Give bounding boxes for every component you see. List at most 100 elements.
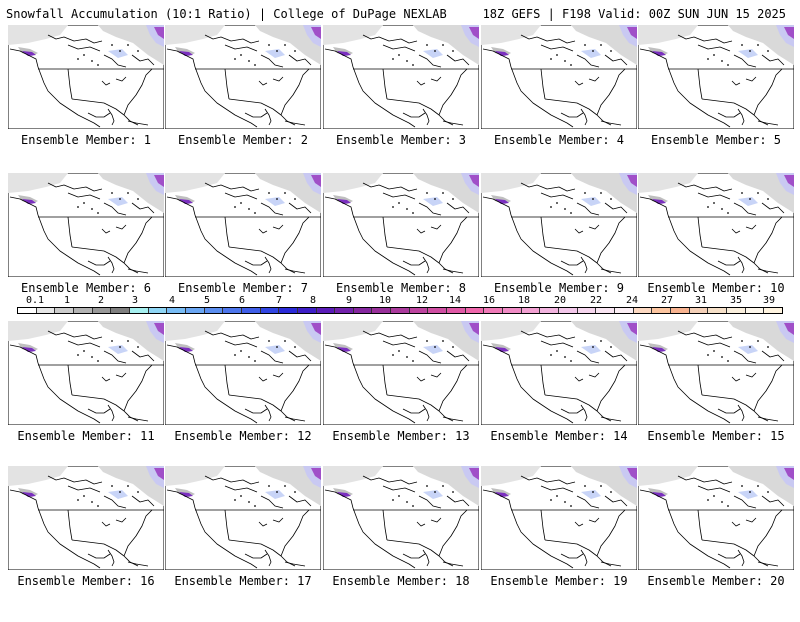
snowfall-map: [8, 173, 164, 277]
member-label: Ensemble Member: 5: [650, 133, 782, 147]
snowfall-map: [481, 321, 637, 425]
ensemble-member-panel: Ensemble Member: 12: [165, 321, 321, 477]
colorbar-swatch: [465, 308, 485, 313]
snowfall-map: [638, 173, 794, 277]
colorbar-tick-label: 6: [238, 295, 246, 306]
member-label: Ensemble Member: 19: [490, 574, 628, 588]
member-label: Ensemble Member: 1: [20, 133, 152, 147]
snowfall-map: [165, 466, 321, 570]
colorbar-tick-label: 1: [63, 295, 71, 306]
member-label: Ensemble Member: 18: [332, 574, 470, 588]
colorbar-swatch: [670, 308, 690, 313]
ensemble-member-panel: Ensemble Member: 18: [323, 466, 479, 622]
colorbar-swatch: [708, 308, 727, 313]
snowfall-map: [165, 173, 321, 277]
snowfall-map: [323, 321, 479, 425]
member-label: Ensemble Member: 8: [335, 281, 467, 295]
ensemble-member-panel: Ensemble Member: 5: [638, 25, 794, 181]
colorbar-swatch: [335, 308, 354, 313]
colorbar-swatch: [521, 308, 541, 313]
ensemble-member-panel: Ensemble Member: 13: [323, 321, 479, 477]
colorbar-tick-label: 7: [275, 295, 283, 306]
colorbar-tick-label: 20: [553, 295, 567, 306]
colorbar-swatch: [484, 308, 504, 313]
member-label: Ensemble Member: 13: [332, 429, 470, 443]
ensemble-member-panel: Ensemble Member: 1: [8, 25, 164, 181]
colorbar-swatch: [372, 308, 392, 313]
snowfall-map: [323, 25, 479, 129]
colorbar-tick-label: 8: [309, 295, 317, 306]
colorbar-swatch: [633, 308, 653, 313]
model-run-info: 18Z GEFS | F198 Valid: 00Z SUN JUN 15 20…: [482, 7, 786, 21]
colorbar-swatch: [185, 308, 205, 313]
colorbar-swatch: [36, 308, 56, 313]
colorbar-tick-label: 10: [378, 295, 392, 306]
colorbar-swatch: [18, 308, 37, 313]
ensemble-member-panel: Ensemble Member: 10: [638, 173, 794, 329]
snowfall-map: [481, 173, 637, 277]
colorbar-swatch: [92, 308, 112, 313]
colorbar-tick-label: 27: [660, 295, 674, 306]
member-label: Ensemble Member: 16: [17, 574, 155, 588]
colorbar-tick-label: 39: [762, 295, 776, 306]
ensemble-member-panel: Ensemble Member: 14: [481, 321, 637, 477]
colorbar-swatch: [55, 308, 74, 313]
ensemble-member-panel: Ensemble Member: 11: [8, 321, 164, 477]
colorbar-swatch: [503, 308, 522, 313]
colorbar-swatch: [409, 308, 429, 313]
colorbar-strip: [17, 307, 783, 314]
colorbar-swatch: [204, 308, 224, 313]
colorbar-tick-label: 12: [415, 295, 429, 306]
colorbar-swatch: [129, 308, 149, 313]
colorbar-swatch: [241, 308, 261, 313]
ensemble-member-panel: Ensemble Member: 3: [323, 25, 479, 181]
member-label: Ensemble Member: 11: [17, 429, 155, 443]
member-label: Ensemble Member: 10: [647, 281, 785, 295]
colorbar-swatch: [577, 308, 597, 313]
colorbar-swatch: [223, 308, 242, 313]
member-label: Ensemble Member: 14: [490, 429, 628, 443]
snowfall-map: [8, 466, 164, 570]
snowfall-map: [638, 321, 794, 425]
member-label: Ensemble Member: 9: [493, 281, 625, 295]
member-label: Ensemble Member: 3: [335, 133, 467, 147]
colorbar-tick-label: 31: [694, 295, 708, 306]
colorbar-swatch: [540, 308, 560, 313]
ensemble-member-panel: Ensemble Member: 9: [481, 173, 637, 329]
ensemble-member-panel: Ensemble Member: 20: [638, 466, 794, 622]
colorbar-tick-label: 9: [345, 295, 353, 306]
colorbar-swatch: [316, 308, 336, 313]
snowfall-map: [165, 25, 321, 129]
member-label: Ensemble Member: 15: [647, 429, 785, 443]
snowfall-map: [323, 466, 479, 570]
colorbar-tick-label: 5: [203, 295, 211, 306]
colorbar-swatch: [167, 308, 186, 313]
colorbar-tick-label: 22: [589, 295, 603, 306]
colorbar-tick-label: 3: [131, 295, 139, 306]
ensemble-member-panel: Ensemble Member: 19: [481, 466, 637, 622]
snowfall-map: [8, 25, 164, 129]
ensemble-member-panel: Ensemble Member: 8: [323, 173, 479, 329]
colorbar-swatch: [111, 308, 130, 313]
member-label: Ensemble Member: 20: [647, 574, 785, 588]
colorbar-swatch: [447, 308, 466, 313]
colorbar-swatch: [391, 308, 410, 313]
snowfall-map: [481, 466, 637, 570]
colorbar-swatch: [297, 308, 317, 313]
colorbar-tick-label: 24: [625, 295, 639, 306]
snowfall-map: [638, 466, 794, 570]
ensemble-member-panel: Ensemble Member: 4: [481, 25, 637, 181]
member-label: Ensemble Member: 17: [174, 574, 312, 588]
snowfall-map: [638, 25, 794, 129]
member-label: Ensemble Member: 2: [177, 133, 309, 147]
colorbar-tick-label: 14: [448, 295, 462, 306]
colorbar-tick-label: 16: [482, 295, 496, 306]
member-label: Ensemble Member: 12: [174, 429, 312, 443]
colorbar-tick-label: 18: [517, 295, 531, 306]
colorbar-swatch: [148, 308, 168, 313]
ensemble-member-panel: Ensemble Member: 16: [8, 466, 164, 622]
colorbar-tick-label: 4: [168, 295, 176, 306]
colorbar-swatch: [353, 308, 373, 313]
colorbar-legend: 0.1 1 2 3 4 5 6 7 8 9 10 12 14 16 18 20 22 24 27 31 35 39: [17, 296, 783, 316]
colorbar-swatch: [652, 308, 671, 313]
